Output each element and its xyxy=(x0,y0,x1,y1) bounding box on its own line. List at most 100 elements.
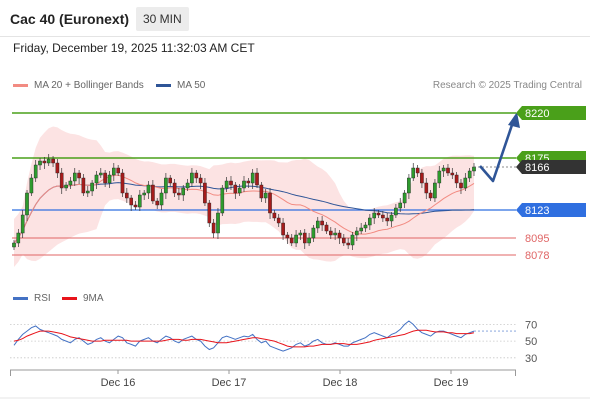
legend-rsi-label: RSI xyxy=(34,293,51,304)
price-label-8078: 8078 xyxy=(525,250,549,262)
candle-body xyxy=(437,170,442,184)
source-credit: Research © 2025 Trading Central xyxy=(432,80,582,91)
candle-body xyxy=(368,217,372,226)
candle-body xyxy=(98,172,103,176)
candle-body xyxy=(402,192,407,204)
candle-body xyxy=(29,177,34,194)
candle-body xyxy=(467,170,472,179)
candle-body xyxy=(220,187,225,214)
candle-body xyxy=(289,237,294,244)
time-tick-label: Dec 19 xyxy=(434,377,469,389)
rsi-tick-50: 50 xyxy=(525,336,537,348)
candle-body xyxy=(316,220,320,229)
candle-body xyxy=(33,164,38,179)
candle-body xyxy=(94,174,99,184)
candle-body xyxy=(294,234,298,244)
candle-body xyxy=(16,232,21,244)
candle-body xyxy=(242,180,246,189)
candle-body xyxy=(42,160,47,164)
candle-body xyxy=(38,160,42,166)
forecast-arrow-head xyxy=(508,112,520,128)
candle-body xyxy=(146,184,151,194)
candle-body xyxy=(454,174,459,184)
candle-body xyxy=(342,237,346,244)
candle-body xyxy=(324,224,329,232)
candle-body xyxy=(172,182,177,194)
candle-body xyxy=(12,242,16,248)
candle-body xyxy=(250,172,255,184)
candle-body xyxy=(415,167,420,174)
candle-body xyxy=(77,172,81,179)
candle-body xyxy=(233,184,238,194)
candle-body xyxy=(59,172,64,189)
candle-body xyxy=(433,182,437,199)
price-label-8220: 8220 xyxy=(525,108,549,120)
candle-body xyxy=(203,182,207,204)
forecast-arrow xyxy=(479,118,516,183)
candle-body xyxy=(276,217,281,224)
candle-body xyxy=(394,207,398,216)
legend-ma50-swatch xyxy=(156,83,171,87)
timeframe-button[interactable]: 30 MIN xyxy=(136,7,189,31)
candle-body xyxy=(181,187,186,196)
candle-body xyxy=(237,187,242,194)
time-tick-label: Dec 16 xyxy=(101,377,136,389)
candle-body xyxy=(177,192,181,196)
candle-body xyxy=(185,182,190,189)
candle-body xyxy=(229,180,233,186)
candle-body xyxy=(81,177,86,194)
candle-body xyxy=(376,212,381,216)
rsi-9ma-line xyxy=(13,329,475,348)
candle-body xyxy=(411,167,416,179)
candle-body xyxy=(337,232,342,239)
candle-body xyxy=(463,177,468,189)
candle-body xyxy=(285,234,290,239)
time-tick-label: Dec 18 xyxy=(323,377,358,389)
candle-body xyxy=(198,177,203,184)
candle-body xyxy=(137,194,142,208)
candle-body xyxy=(385,217,390,222)
candle-body xyxy=(72,172,77,182)
rsi-line xyxy=(13,320,475,352)
candle-body xyxy=(103,172,107,184)
candle-body xyxy=(211,222,216,234)
candle-body xyxy=(164,177,168,194)
price-tag-8166 xyxy=(516,160,586,174)
candle-body xyxy=(120,172,125,194)
candle-body xyxy=(55,162,60,174)
price-label-8166: 8166 xyxy=(525,162,549,174)
candle-body xyxy=(216,212,220,234)
candle-body xyxy=(281,222,285,236)
candle-body xyxy=(90,182,94,192)
candle-body xyxy=(303,232,307,244)
candle-body xyxy=(68,180,73,186)
legend-9ma: 9MA xyxy=(62,293,104,304)
time-tick-label: Dec 17 xyxy=(212,377,247,389)
chart-header: Cac 40 (Euronext) 30 MIN xyxy=(0,0,590,37)
candle-body xyxy=(85,190,90,194)
candle-body xyxy=(255,172,259,186)
candle-body xyxy=(155,200,160,206)
legend-rsi: RSI xyxy=(13,293,51,304)
candle-body xyxy=(441,167,446,172)
legend-ma50-label: MA 50 xyxy=(177,80,206,91)
price-tag-8220 xyxy=(516,106,586,120)
bollinger-band-area xyxy=(14,126,474,267)
rsi-tick-30: 30 xyxy=(525,353,537,365)
candle-body xyxy=(381,214,385,219)
legend-9ma-label: 9MA xyxy=(83,293,104,304)
candle-body xyxy=(168,177,173,184)
rsi-tick-70: 70 xyxy=(525,319,537,331)
candle-body xyxy=(268,192,272,214)
candle-body xyxy=(320,220,324,226)
price-label-8095: 8095 xyxy=(525,233,549,245)
candle-body xyxy=(194,172,199,179)
candle-body xyxy=(311,227,316,239)
candle-body xyxy=(246,180,251,184)
candle-body xyxy=(159,192,164,206)
candle-body xyxy=(190,172,194,184)
candle-body xyxy=(259,184,264,199)
candle-body xyxy=(116,167,120,174)
candle-body xyxy=(420,172,424,184)
